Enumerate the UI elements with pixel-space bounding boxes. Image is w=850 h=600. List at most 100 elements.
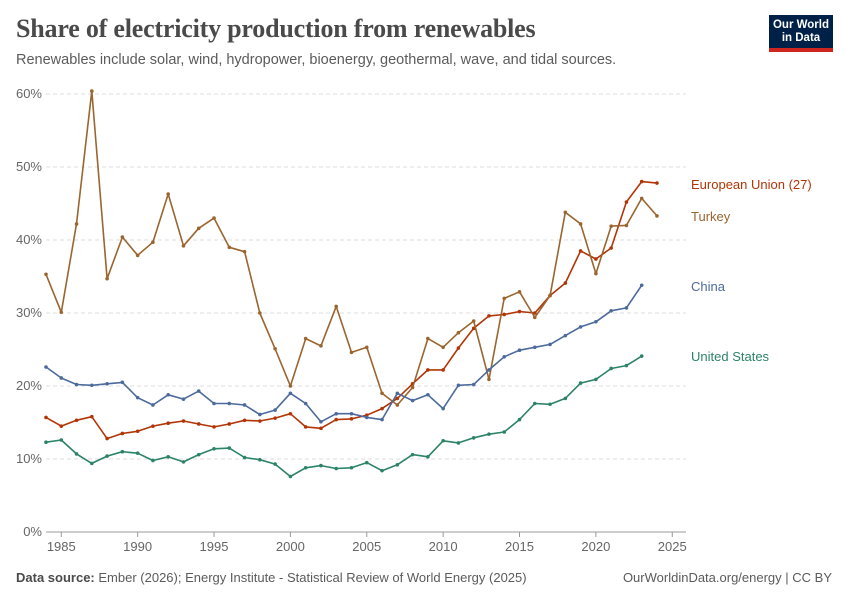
data-point[interactable] xyxy=(487,368,491,372)
data-point[interactable] xyxy=(105,454,109,458)
data-point[interactable] xyxy=(471,436,476,440)
data-point[interactable] xyxy=(502,296,507,301)
data-point[interactable] xyxy=(258,419,262,423)
data-point[interactable] xyxy=(655,214,659,218)
data-point[interactable] xyxy=(135,395,140,400)
data-point[interactable] xyxy=(227,446,232,450)
data-point[interactable] xyxy=(59,438,64,442)
data-point[interactable] xyxy=(624,363,629,368)
data-point[interactable] xyxy=(594,271,598,276)
data-point[interactable] xyxy=(456,383,461,388)
data-point[interactable] xyxy=(135,451,140,455)
data-point[interactable] xyxy=(426,455,430,459)
data-point[interactable] xyxy=(349,350,354,355)
footer-credit[interactable]: OurWorldinData.org/energy | CC BY xyxy=(622,570,832,585)
data-point[interactable] xyxy=(135,429,140,434)
data-point[interactable] xyxy=(166,192,170,196)
series-line[interactable] xyxy=(45,284,643,423)
data-point[interactable] xyxy=(90,89,94,93)
series-label[interactable]: Turkey xyxy=(691,209,731,224)
data-point[interactable] xyxy=(227,401,232,406)
data-point[interactable] xyxy=(288,411,293,416)
data-point[interactable] xyxy=(151,458,155,463)
data-point[interactable] xyxy=(319,426,323,431)
data-point[interactable] xyxy=(44,415,48,420)
data-point[interactable] xyxy=(532,345,537,350)
data-point[interactable] xyxy=(639,283,644,288)
data-point[interactable] xyxy=(227,245,232,250)
data-point[interactable] xyxy=(74,452,79,456)
data-point[interactable] xyxy=(242,403,247,407)
data-point[interactable] xyxy=(639,354,644,358)
data-point[interactable] xyxy=(639,196,644,201)
data-point[interactable] xyxy=(105,276,109,281)
data-point[interactable] xyxy=(242,455,247,460)
data-point[interactable] xyxy=(212,446,216,451)
data-point[interactable] xyxy=(578,325,583,329)
data-point[interactable] xyxy=(517,417,522,422)
data-point[interactable] xyxy=(380,417,384,422)
data-point[interactable] xyxy=(227,422,232,426)
data-point[interactable] xyxy=(364,415,369,420)
data-point[interactable] xyxy=(655,181,659,185)
data-point[interactable] xyxy=(151,403,155,407)
data-point[interactable] xyxy=(151,240,155,244)
series-line[interactable] xyxy=(45,90,658,406)
series-china[interactable] xyxy=(44,283,644,424)
data-point[interactable] xyxy=(196,422,201,426)
data-point[interactable] xyxy=(120,449,125,454)
series-turkey[interactable] xyxy=(44,89,659,407)
data-point[interactable] xyxy=(426,392,430,397)
data-point[interactable] xyxy=(334,304,339,309)
data-point[interactable] xyxy=(563,396,568,401)
data-point[interactable] xyxy=(410,385,415,390)
data-point[interactable] xyxy=(639,179,644,184)
data-point[interactable] xyxy=(196,452,201,457)
data-point[interactable] xyxy=(609,246,613,250)
data-point[interactable] xyxy=(548,342,552,347)
data-point[interactable] xyxy=(395,391,400,396)
data-point[interactable] xyxy=(502,312,507,317)
data-point[interactable] xyxy=(410,398,415,403)
series-label[interactable]: China xyxy=(691,279,726,294)
data-source-text[interactable]: Ember (2026); Energy Institute - Statist… xyxy=(98,570,527,585)
data-point[interactable] xyxy=(90,414,94,419)
data-point[interactable] xyxy=(502,430,507,434)
data-point[interactable] xyxy=(426,368,430,372)
data-point[interactable] xyxy=(594,377,598,382)
data-point[interactable] xyxy=(166,392,170,397)
data-point[interactable] xyxy=(90,383,94,388)
data-point[interactable] xyxy=(212,216,216,220)
data-point[interactable] xyxy=(487,314,491,318)
data-point[interactable] xyxy=(502,355,507,359)
data-point[interactable] xyxy=(319,419,323,424)
data-point[interactable] xyxy=(303,425,308,429)
series-european-union-27[interactable] xyxy=(44,179,659,441)
data-point[interactable] xyxy=(166,421,170,426)
data-point[interactable] xyxy=(59,424,64,428)
data-point[interactable] xyxy=(548,293,552,298)
series-label[interactable]: European Union (27) xyxy=(691,177,812,192)
data-point[interactable] xyxy=(166,455,170,459)
data-point[interactable] xyxy=(273,416,277,420)
data-point[interactable] xyxy=(74,222,79,226)
data-point[interactable] xyxy=(181,419,186,423)
data-point[interactable] xyxy=(487,432,491,436)
data-point[interactable] xyxy=(242,249,247,254)
data-point[interactable] xyxy=(532,401,537,406)
data-point[interactable] xyxy=(380,406,384,411)
data-point[interactable] xyxy=(105,436,109,441)
series-united-states[interactable] xyxy=(44,354,644,479)
data-point[interactable] xyxy=(548,402,552,407)
data-point[interactable] xyxy=(624,306,629,310)
data-point[interactable] xyxy=(288,474,293,479)
data-point[interactable] xyxy=(609,366,613,371)
data-point[interactable] xyxy=(59,310,64,315)
data-point[interactable] xyxy=(273,408,277,412)
data-point[interactable] xyxy=(456,441,461,445)
data-point[interactable] xyxy=(258,457,262,462)
series-label[interactable]: United States xyxy=(691,349,770,364)
data-point[interactable] xyxy=(441,368,445,372)
data-point[interactable] xyxy=(532,311,537,315)
data-point[interactable] xyxy=(288,391,293,396)
